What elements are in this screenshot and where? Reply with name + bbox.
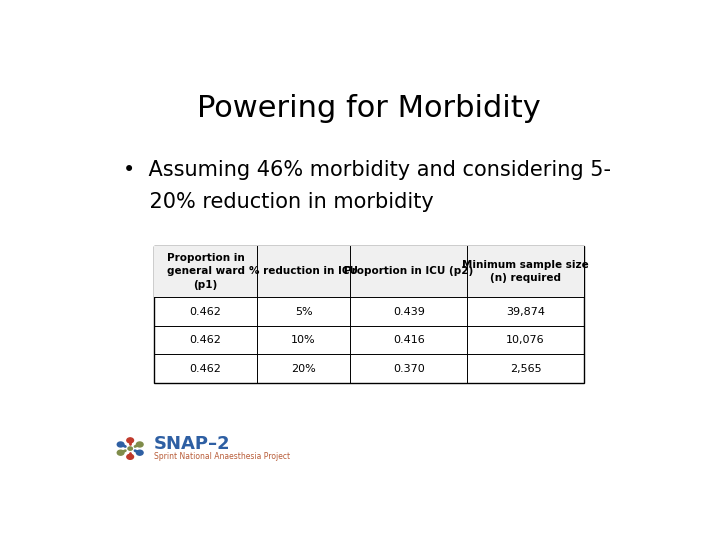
Circle shape	[127, 438, 133, 443]
Text: 5%: 5%	[294, 307, 312, 316]
Circle shape	[128, 447, 132, 450]
Text: Powering for Morbidity: Powering for Morbidity	[197, 94, 541, 123]
Bar	[154, 246, 584, 383]
Text: Minimum sample size
(n) required: Minimum sample size (n) required	[462, 260, 589, 283]
Text: 39,874: 39,874	[506, 307, 545, 316]
Circle shape	[136, 450, 143, 455]
Text: % reduction in ICU: % reduction in ICU	[249, 266, 358, 276]
Circle shape	[117, 450, 124, 455]
Text: 20%: 20%	[292, 363, 316, 374]
Text: 0.439: 0.439	[392, 307, 425, 316]
Text: 0.370: 0.370	[393, 363, 425, 374]
Text: 2,565: 2,565	[510, 363, 541, 374]
Text: 0.462: 0.462	[189, 335, 222, 345]
Text: 20% reduction in morbidity: 20% reduction in morbidity	[124, 192, 434, 212]
Circle shape	[136, 442, 143, 447]
Circle shape	[117, 442, 124, 447]
Text: 0.416: 0.416	[393, 335, 425, 345]
Text: SNAP–2: SNAP–2	[154, 435, 231, 453]
Text: Proportion in
general ward
(p1): Proportion in general ward (p1)	[166, 253, 245, 289]
Text: Sprint National Anaesthesia Project: Sprint National Anaesthesia Project	[154, 452, 290, 461]
Text: Proportion in ICU (p2): Proportion in ICU (p2)	[344, 266, 473, 276]
Text: 0.462: 0.462	[189, 363, 222, 374]
Bar	[154, 246, 584, 298]
Text: 10%: 10%	[292, 335, 316, 345]
Text: 10,076: 10,076	[506, 335, 545, 345]
Circle shape	[127, 454, 133, 460]
Text: 0.462: 0.462	[189, 307, 222, 316]
Text: •  Assuming 46% morbidity and considering 5-: • Assuming 46% morbidity and considering…	[124, 160, 611, 180]
